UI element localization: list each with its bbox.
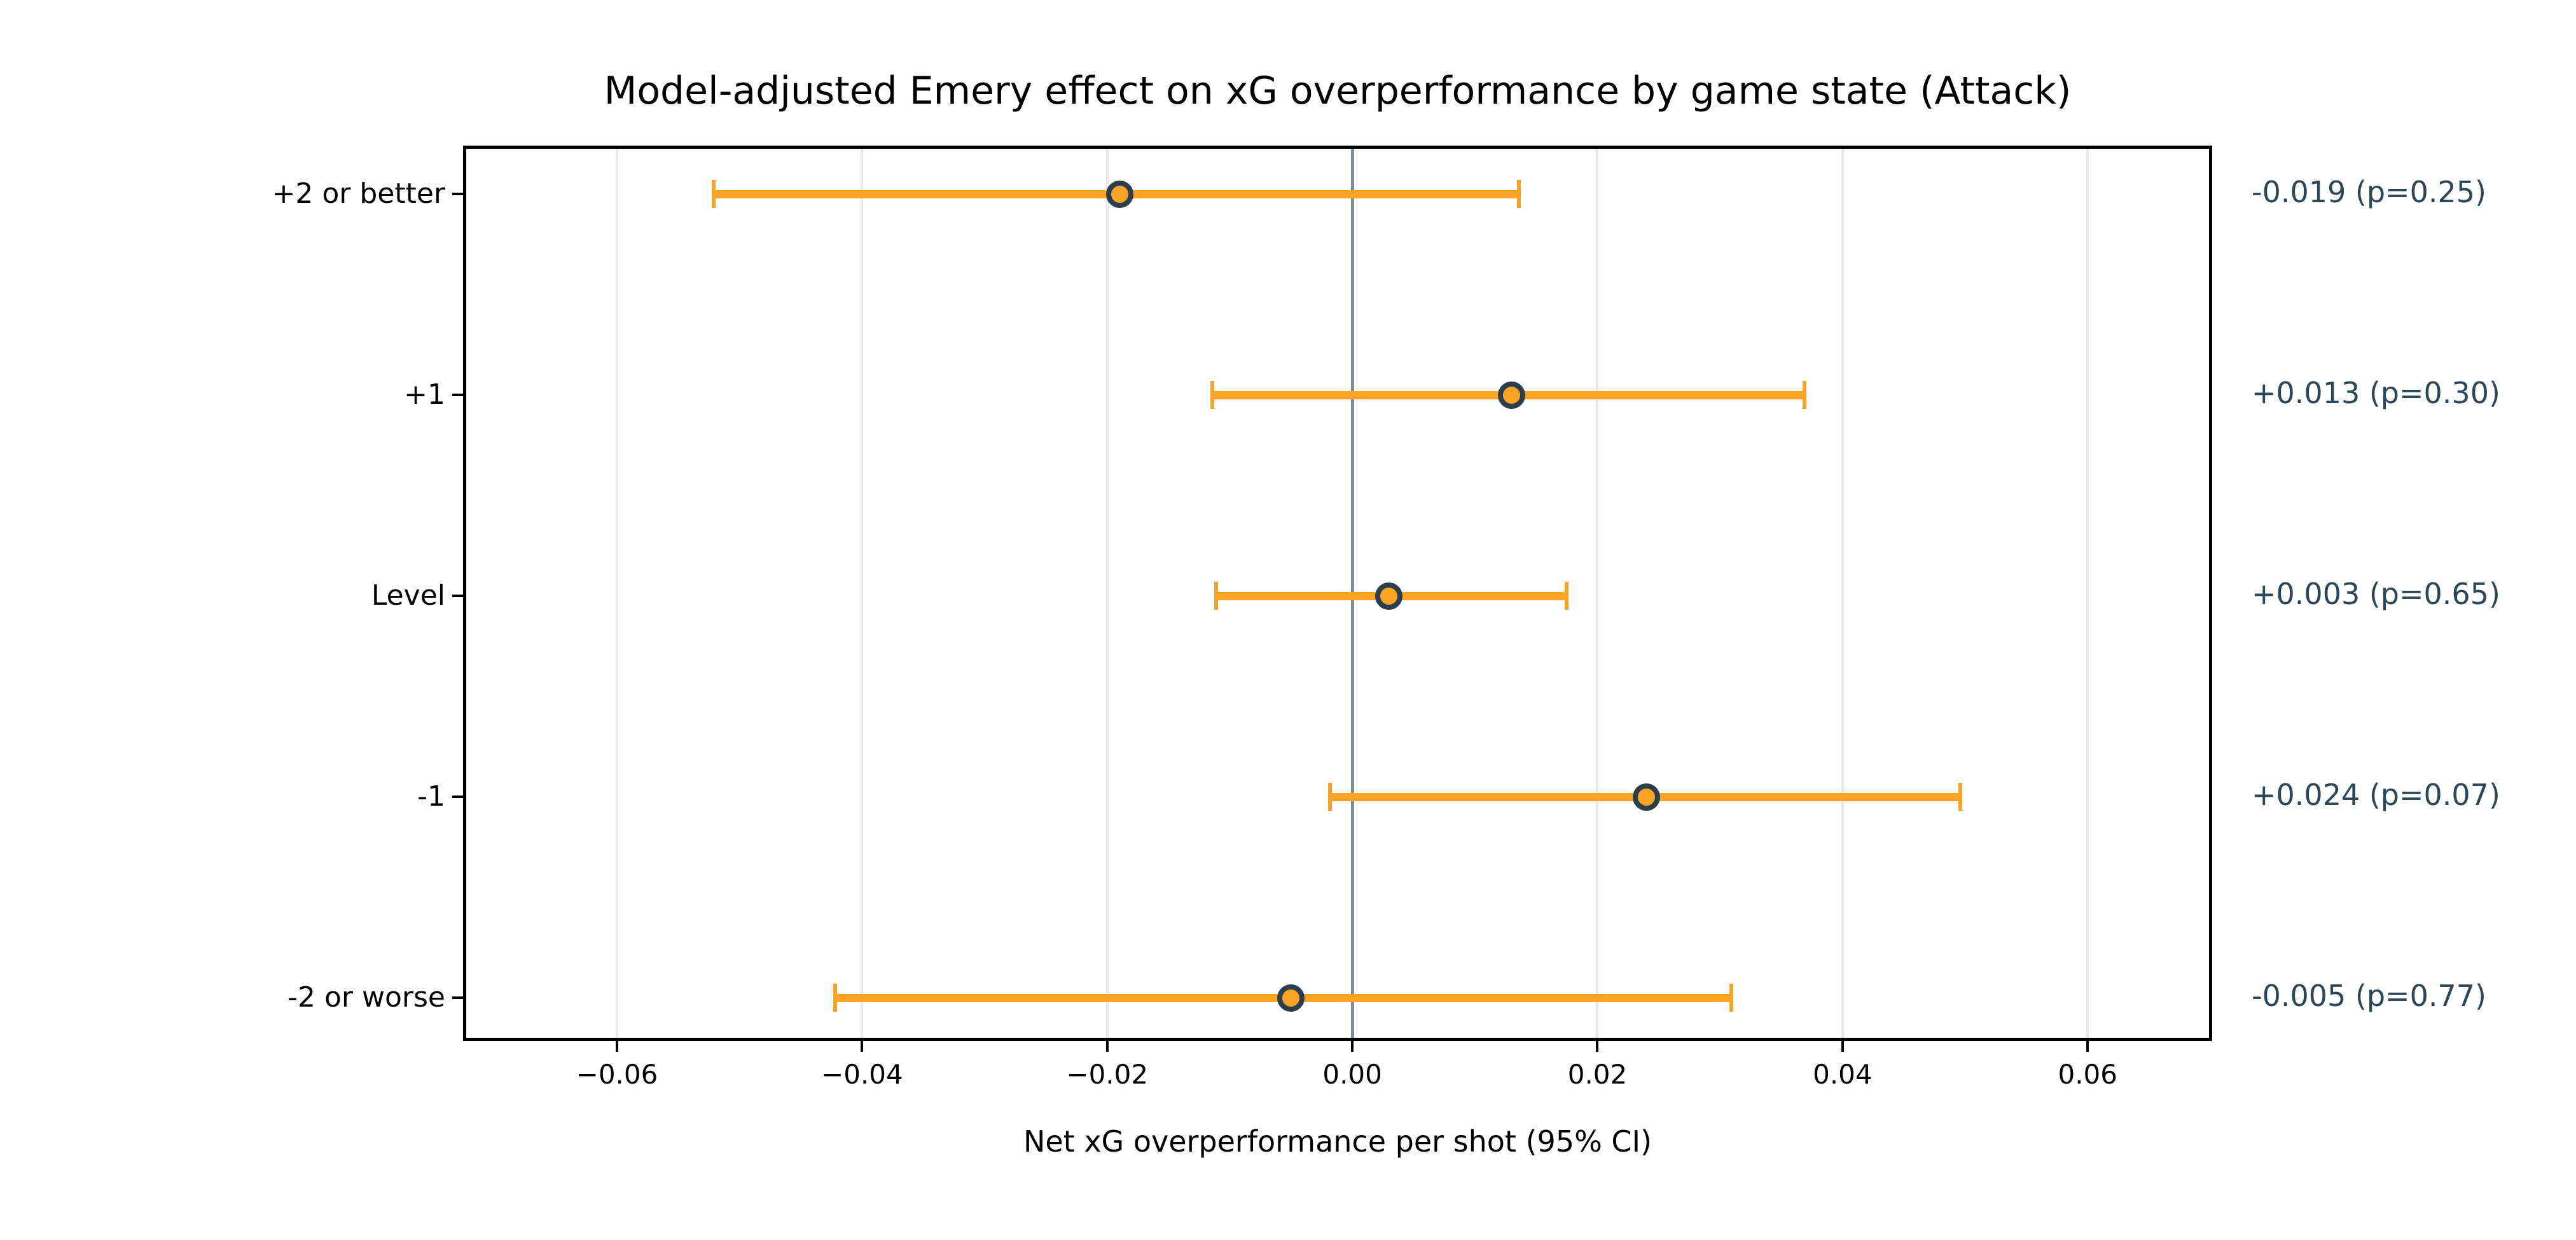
- point-estimate-marker: [1105, 180, 1133, 208]
- gridline: [1105, 149, 1109, 1038]
- y-tick-mark: [452, 796, 463, 798]
- x-tick-mark: [1841, 1041, 1844, 1052]
- x-tick-label: 0.04: [1813, 1059, 1873, 1090]
- ci-cap-high: [1803, 381, 1807, 409]
- ci-cap-high: [1729, 984, 1733, 1012]
- x-axis-label: Net xG overperformance per shot (95% CI): [1023, 1124, 1652, 1159]
- y-tick-mark: [452, 193, 463, 195]
- gridline: [1841, 149, 1844, 1038]
- ci-cap-low: [833, 984, 837, 1012]
- ci-cap-high: [1565, 582, 1569, 610]
- point-estimate-marker: [1277, 984, 1305, 1012]
- gridline: [861, 149, 864, 1038]
- x-tick-mark: [616, 1041, 618, 1052]
- estimate-annotation: +0.013 (p=0.30): [2252, 376, 2500, 410]
- x-tick-label: 0.06: [2058, 1059, 2117, 1090]
- x-tick-label: 0.00: [1322, 1059, 1382, 1090]
- ci-cap-high: [1958, 783, 1962, 811]
- y-tick-label: +2 or better: [272, 177, 445, 210]
- gridline: [616, 149, 618, 1038]
- ci-cap-low: [712, 180, 716, 208]
- point-estimate-marker: [1633, 783, 1661, 811]
- y-tick-label: +1: [404, 378, 445, 411]
- x-tick-mark: [1596, 1041, 1599, 1052]
- x-tick-label: −0.02: [1066, 1059, 1149, 1090]
- plot-area: [463, 146, 2212, 1041]
- y-tick-label: Level: [371, 579, 445, 612]
- point-estimate-marker: [1498, 381, 1526, 409]
- estimate-annotation: +0.003 (p=0.65): [2252, 577, 2500, 611]
- y-tick-label: -1: [417, 780, 445, 813]
- y-tick-label: -2 or worse: [287, 981, 445, 1014]
- gridline: [2086, 149, 2089, 1038]
- x-tick-mark: [2086, 1041, 2089, 1052]
- chart-title: Model-adjusted Emery effect on xG overpe…: [604, 69, 2072, 113]
- ci-cap-high: [1517, 180, 1521, 208]
- estimate-annotation: -0.019 (p=0.25): [2252, 175, 2486, 209]
- gridline: [1596, 149, 1599, 1038]
- ci-cap-low: [1210, 381, 1215, 409]
- estimate-annotation: -0.005 (p=0.77): [2252, 979, 2486, 1013]
- x-tick-label: 0.02: [1567, 1059, 1628, 1090]
- x-tick-mark: [1105, 1041, 1109, 1052]
- ci-cap-low: [1214, 582, 1219, 610]
- x-tick-label: −0.06: [576, 1059, 658, 1090]
- ci-cap-low: [1328, 783, 1333, 811]
- y-tick-mark: [452, 394, 463, 396]
- y-tick-mark: [452, 996, 463, 999]
- x-tick-label: −0.04: [821, 1059, 903, 1090]
- y-tick-mark: [452, 595, 463, 597]
- point-estimate-marker: [1375, 582, 1403, 610]
- estimate-annotation: +0.024 (p=0.07): [2252, 778, 2500, 812]
- x-tick-mark: [1351, 1041, 1354, 1052]
- x-tick-mark: [861, 1041, 864, 1052]
